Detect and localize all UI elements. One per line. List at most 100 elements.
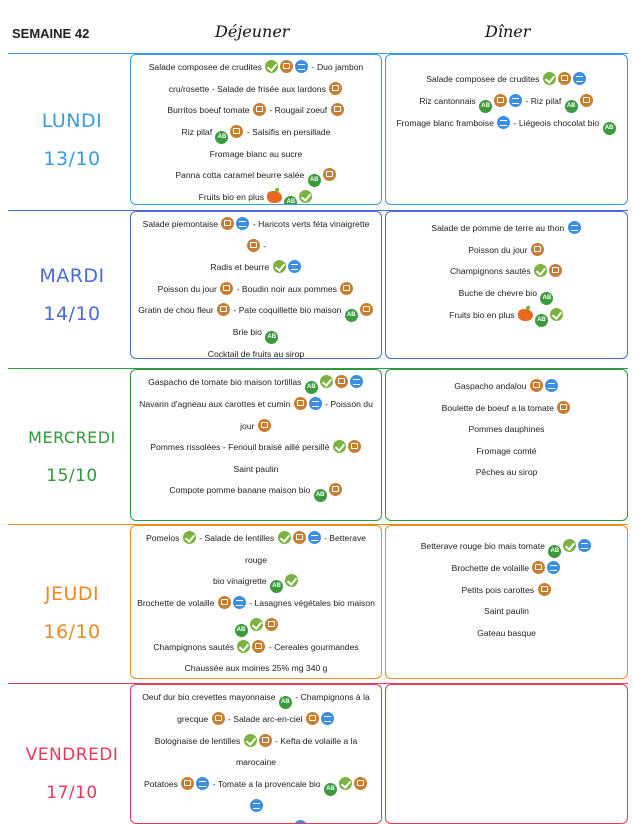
menu-text: Petits pois carottes — [461, 584, 537, 595]
day-date: 13/10 — [43, 148, 101, 170]
vegetarian-icon — [338, 776, 352, 790]
menu-text: grecque — [177, 714, 211, 724]
menu-line: Potatoes - Tomate a la provencale bio AB — [137, 774, 375, 796]
menu-text: - Champignons à la — [292, 692, 370, 702]
menu-line: Brie bio AB — [137, 322, 375, 344]
menu-line: Champignons sautés — [392, 261, 621, 283]
menu-text: - Cereales gourmandes — [266, 641, 359, 652]
menu-line: Poisson du jour - Boudin noir aux pommes — [137, 279, 375, 301]
fish-icon — [320, 712, 334, 725]
fish-icon — [249, 798, 263, 812]
menu-line: Petits pois carottes — [392, 580, 621, 602]
bio-icon: AB — [479, 99, 493, 113]
menu-text: - Rougail zoeuf — [266, 105, 330, 115]
menu-line: Pommes rissolées - Fenouil braisé aillé … — [137, 437, 375, 459]
menu-text: Navarin d'agneau aux carottes et cumin — [139, 399, 293, 409]
menu-text: Poisson du jour — [157, 283, 220, 294]
bio-icon: AB — [540, 291, 554, 305]
local-icon — [359, 303, 373, 316]
dejeuner-header: Déjeuner — [215, 22, 290, 41]
menu-line: Salade composee de crudites — [392, 69, 621, 91]
local-icon — [217, 303, 231, 316]
menu-text: Salade composee de crudites — [426, 74, 542, 84]
menu-text: Panna cotta caramel beurre salée — [175, 170, 307, 180]
fish-icon — [293, 820, 307, 823]
fish-icon — [196, 776, 210, 790]
menu-line: Panna cotta caramel beurre salée AB — [137, 165, 375, 187]
bio-icon: AB — [344, 309, 358, 322]
bio-icon: AB — [548, 545, 562, 558]
menu-text: jour — [240, 420, 257, 431]
day-date: 15/10 — [46, 466, 98, 486]
menu-line: Compote pomme banane maison bio AB — [137, 480, 375, 502]
dinner-box-mardi: Salade de pomme de terre au thon Poisson… — [385, 211, 628, 359]
menu-line: Poisson du jour — [392, 240, 621, 262]
vegetarian-icon — [542, 72, 556, 85]
bio-icon: AB — [269, 580, 283, 593]
local-icon — [530, 242, 544, 256]
menu-text: - Lasagnes végétales bio maison — [246, 598, 375, 608]
bio-icon: AB — [278, 696, 292, 709]
menu-text: Gratin de chou fleur — [138, 305, 217, 315]
local-icon — [334, 375, 348, 388]
day-date: 14/10 — [43, 303, 101, 325]
local-icon — [181, 776, 195, 790]
menu-text: Chaussée aux moines 25% mg 340 g — [184, 663, 328, 673]
menu-text: Gateau basque — [477, 627, 536, 638]
fish-icon — [509, 93, 523, 107]
vegetarian-icon — [182, 531, 196, 544]
vegetarian-icon — [284, 574, 298, 587]
menu-line: Gaspacho de tomate bio maison tortillas … — [137, 372, 375, 394]
vegetarian-icon — [563, 539, 577, 552]
dinner-box-lundi: Salade composee de crudites Riz cantonna… — [385, 54, 628, 205]
fruit-icon — [517, 305, 533, 321]
day-band-vendredi: VENDREDI 17/10 — [8, 683, 628, 819]
menu-text: Salade de pomme de terre au thon — [431, 223, 567, 233]
fish-icon — [287, 260, 301, 273]
local-icon — [322, 168, 336, 181]
menu-line: Fromage blanc au sucre — [137, 144, 375, 166]
vegetarian-icon — [277, 531, 291, 544]
day-label-mercredi: MERCREDI 15/10 — [8, 419, 136, 495]
day-band-mercredi: MERCREDI 15/10 — [8, 368, 628, 523]
menu-line — [137, 796, 375, 818]
menu-line: Gratin de chou fleur - Pate coquillette … — [137, 300, 375, 322]
menu-text: Gaspacho andalou — [454, 381, 529, 391]
menu-text: Cocktail de fruits au sirop — [207, 349, 305, 359]
menu-line: Gaspacho andalou — [392, 376, 621, 398]
menu-text: Fromage blanc framboise — [396, 117, 497, 128]
bio-icon: AB — [323, 782, 337, 796]
local-icon — [305, 712, 319, 725]
day-name: MERCREDI — [28, 428, 116, 447]
menu-text: Bolognaise de lentilles — [154, 735, 243, 746]
menu-text: - Salsifis en persillade — [244, 126, 331, 137]
menu-text: Betterave rouge bio mais tomate — [420, 541, 548, 551]
week-label: SEMAINE 42 — [12, 26, 90, 41]
menu-line: Fromage blanc framboise - Liégeois choco… — [392, 113, 621, 135]
fish-icon — [567, 221, 581, 234]
dinner-box-vendredi — [385, 684, 628, 824]
lunch-box-mardi: Salade piemontaise - Haricots verts féta… — [130, 211, 382, 359]
menu-text: - Salade arc-en-ciel — [225, 714, 305, 724]
menu-text: - Duo jambon — [309, 62, 364, 72]
menu-line: Saint paulin — [137, 459, 375, 481]
menu-line: Bolognaise de lentilles - Kefta de volai… — [137, 731, 375, 774]
local-icon — [230, 124, 244, 138]
menu-line: Navarin d'agneau aux carottes et cumin -… — [137, 394, 375, 416]
local-icon — [220, 281, 234, 295]
menu-text: Poisson du jour — [468, 244, 530, 255]
local-icon — [579, 93, 593, 107]
day-date: 16/10 — [43, 621, 101, 643]
menu-text: Burritos boeuf tomate — [167, 105, 252, 115]
day-name: MARDI — [39, 265, 105, 287]
local-icon — [329, 81, 343, 95]
day-name: LUNDI — [41, 110, 103, 132]
menu-text: Fruits bio en plus — [449, 309, 517, 320]
local-icon — [330, 103, 344, 116]
menu-line: AB — [137, 615, 375, 637]
menu-line: Fromage blanc bio AB — [137, 817, 375, 823]
fish-icon — [497, 115, 511, 129]
dinner-box-jeudi: Betterave rouge bio mais tomate AB Broche… — [385, 525, 628, 679]
menu-text: - Tomate a la provencale bio — [210, 778, 323, 789]
menu-text: Brie bio — [232, 327, 265, 337]
